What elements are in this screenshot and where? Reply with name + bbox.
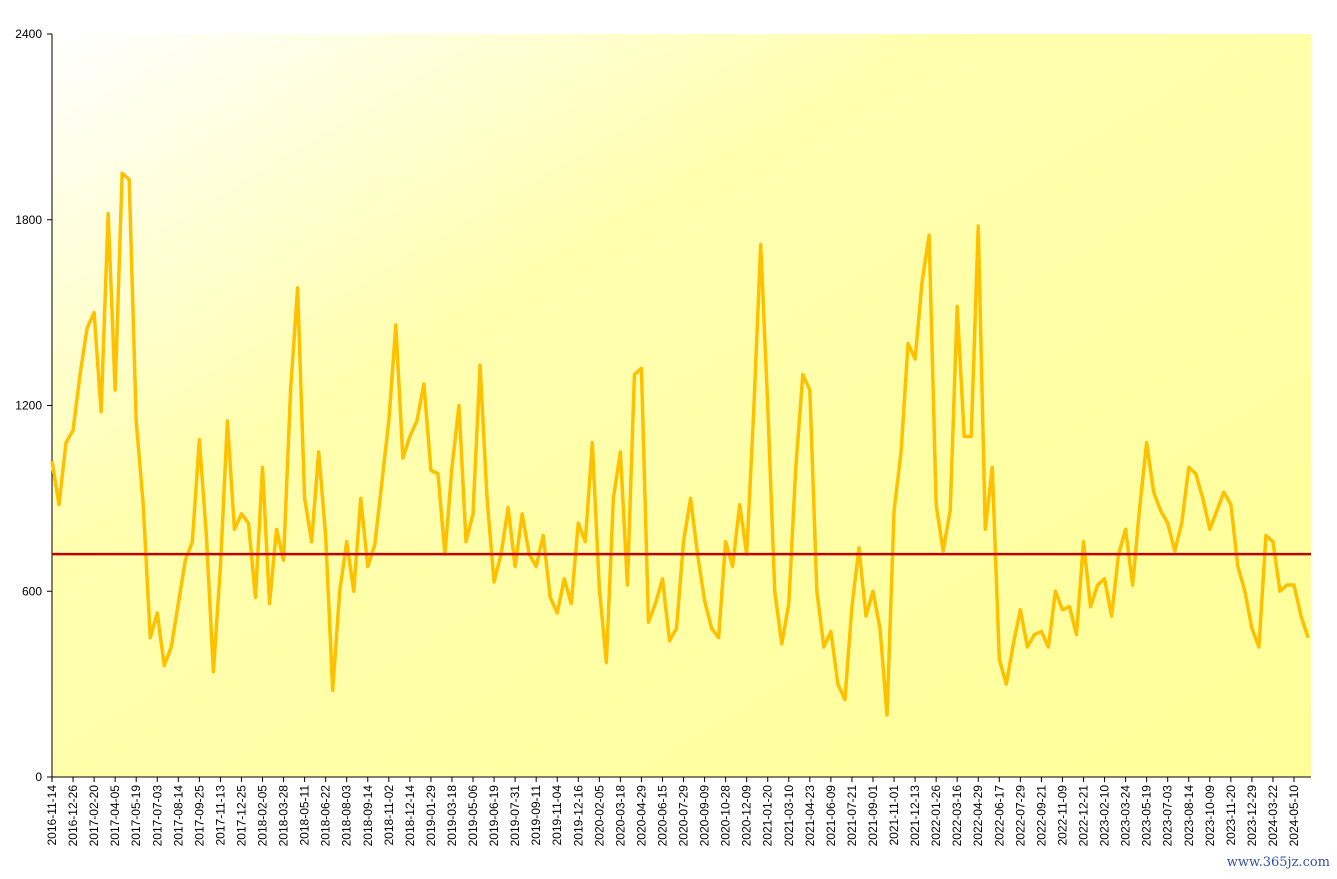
- x-tick-label: 2018-02-05: [256, 785, 270, 847]
- x-tick-label: 2020-12-09: [740, 785, 754, 847]
- x-tick-label: 2020-02-05: [592, 785, 606, 847]
- x-tick-label: 2022-01-26: [929, 785, 943, 847]
- x-tick-label: 2022-07-29: [1013, 785, 1027, 847]
- x-tick-label: 2023-10-09: [1203, 785, 1217, 847]
- x-tick-label: 2018-03-28: [277, 785, 291, 847]
- plot-area: [52, 34, 1311, 777]
- x-tick-label: 2022-03-16: [950, 785, 964, 847]
- watermark: www.365jz.com: [1227, 855, 1330, 870]
- x-tick-label: 2021-06-09: [824, 785, 838, 847]
- y-tick-label: 1800: [15, 213, 42, 227]
- y-tick-label: 0: [35, 770, 42, 784]
- x-tick-label: 2021-12-13: [908, 785, 922, 847]
- x-tick-label: 2022-04-29: [971, 785, 985, 847]
- x-tick-label: 2021-11-01: [887, 785, 901, 846]
- x-tick-label: 2020-07-29: [677, 785, 691, 847]
- y-tick-label: 600: [22, 584, 42, 598]
- x-tick-label: 2023-11-20: [1224, 785, 1238, 846]
- x-tick-label: 2018-08-03: [340, 785, 354, 847]
- x-tick-label: 2023-02-10: [1098, 785, 1112, 847]
- x-tick-label: 2020-10-28: [719, 785, 733, 847]
- x-tick-label: 2017-12-25: [234, 785, 248, 847]
- x-tick-label: 2018-11-02: [382, 785, 396, 846]
- x-tick-label: 2022-12-21: [1076, 785, 1090, 847]
- x-tick-label: 2019-06-19: [487, 785, 501, 847]
- x-tick-label: 2024-05-10: [1287, 785, 1301, 847]
- x-tick-label: 2019-07-31: [508, 785, 522, 847]
- x-tick-label: 2019-09-11: [529, 785, 543, 846]
- x-tick-label: 2021-01-20: [761, 785, 775, 847]
- x-tick-label: 2020-06-15: [655, 785, 669, 847]
- x-tick-label: 2023-07-03: [1161, 785, 1175, 847]
- x-tick-label: 2018-09-14: [361, 785, 375, 847]
- y-tick-label: 2400: [15, 27, 42, 41]
- x-tick-label: 2022-06-17: [992, 785, 1006, 847]
- x-tick-label: 2019-12-16: [571, 785, 585, 847]
- x-tick-label: 2017-02-20: [87, 785, 101, 847]
- x-tick-label: 2024-03-22: [1266, 785, 1280, 847]
- x-tick-label: 2019-03-18: [445, 785, 459, 847]
- x-tick-label: 2019-01-29: [424, 785, 438, 847]
- x-tick-label: 2017-11-13: [213, 785, 227, 846]
- x-tick-label: 2021-03-10: [782, 785, 796, 847]
- x-tick-label: 2016-11-14: [45, 785, 59, 846]
- x-tick-label: 2023-03-24: [1119, 785, 1133, 847]
- y-tick-label: 1200: [15, 399, 42, 413]
- x-tick-label: 2020-03-18: [613, 785, 627, 847]
- x-tick-label: 2022-09-21: [1034, 785, 1048, 847]
- x-tick-label: 2021-09-01: [866, 785, 880, 847]
- x-tick-label: 2017-07-03: [150, 785, 164, 847]
- x-tick-label: 2016-12-26: [66, 785, 80, 847]
- data-line: [50, 171, 1310, 717]
- x-tick-label: 2021-04-23: [803, 785, 817, 847]
- x-tick-label: 2018-06-22: [319, 785, 333, 847]
- x-tick-label: 2017-05-19: [129, 785, 143, 847]
- x-tick-label: 2021-07-21: [845, 785, 859, 847]
- x-tick-label: 2022-11-09: [1055, 785, 1069, 846]
- x-tick-label: 2023-12-29: [1245, 785, 1259, 847]
- x-tick-label: 2017-08-14: [171, 785, 185, 847]
- x-tick-label: 2018-12-14: [403, 785, 417, 847]
- x-tick-label: 2020-04-29: [634, 785, 648, 847]
- x-tick-label: 2023-05-19: [1140, 785, 1154, 847]
- x-tick-label: 2017-04-05: [108, 785, 122, 847]
- x-tick-label: 2019-05-06: [466, 785, 480, 847]
- x-tick-label: 2020-09-09: [698, 785, 712, 847]
- x-tick-label: 2018-05-11: [298, 785, 312, 846]
- x-tick-label: 2023-08-14: [1182, 785, 1196, 847]
- x-tick-label: 2019-11-04: [550, 785, 564, 846]
- x-tick-label: 2017-09-25: [192, 785, 206, 847]
